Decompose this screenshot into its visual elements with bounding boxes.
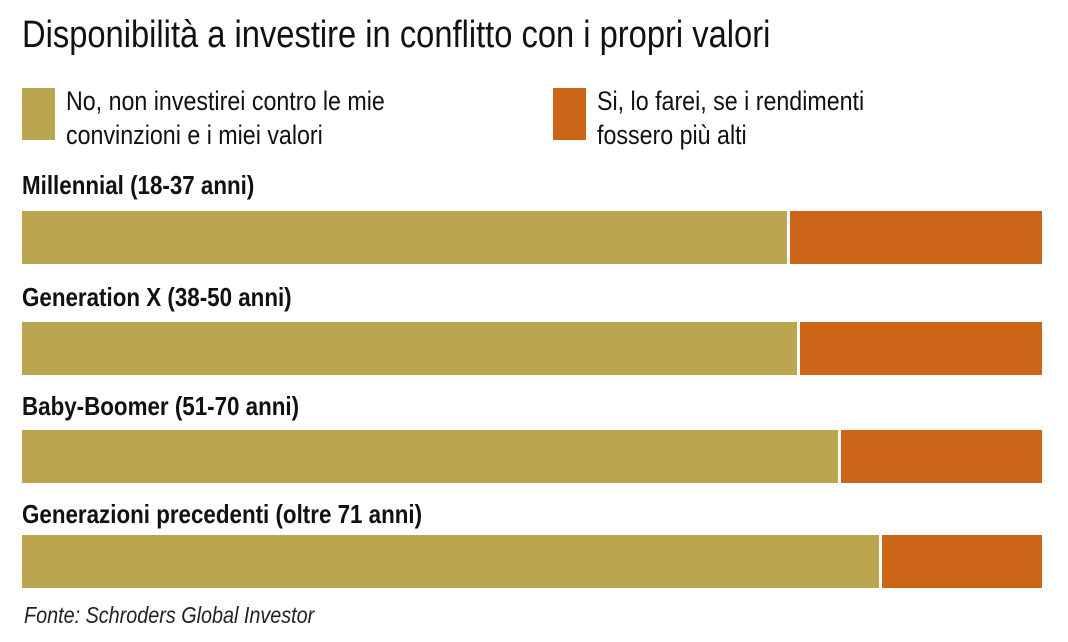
bar-segment-si [841, 430, 1042, 483]
category-label: Millennial (18-37 anni) [22, 170, 255, 200]
bar-row [22, 535, 1042, 588]
bar-row [22, 322, 1042, 375]
category-label: Baby-Boomer (51-70 anni) [22, 391, 300, 421]
bar-segment-si [881, 535, 1042, 588]
legend-label-si: Si, lo farei, se i rendimenti fossero più… [597, 86, 865, 150]
source-note: Fonte: Schroders Global Investor [24, 602, 315, 628]
bar-segment-si [790, 211, 1042, 264]
bar-row [22, 211, 1042, 264]
bar-segment-no [22, 430, 838, 483]
chart-title: Disponibilità a investire in conflitto c… [22, 14, 771, 56]
bar-segment-no [22, 322, 798, 375]
bar-segment-no [22, 211, 787, 264]
category-label: Generazioni precedenti (oltre 71 anni) [22, 499, 423, 529]
legend-label-no: No, non investirei contro le mie convinzi… [66, 86, 385, 150]
bar-segment-no [22, 535, 879, 588]
category-label: Generation X (38-50 anni) [22, 282, 292, 312]
legend-swatch-no [22, 88, 55, 140]
legend-swatch-si [553, 88, 586, 140]
bar-segment-si [800, 322, 1042, 375]
bar-row [22, 430, 1042, 483]
